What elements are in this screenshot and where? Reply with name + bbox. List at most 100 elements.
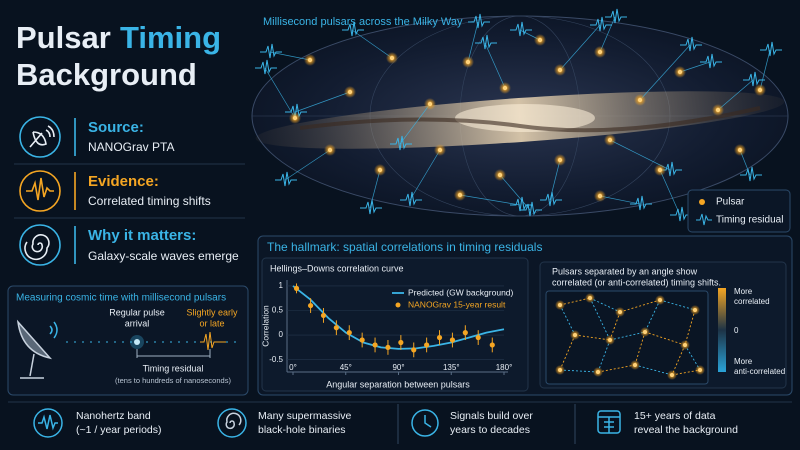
pulsar (596, 370, 600, 374)
title: Background (16, 57, 197, 92)
icon (19, 170, 61, 212)
label: arrival (125, 318, 150, 328)
dish (16, 319, 53, 360)
feature-heading: Source: (88, 119, 144, 136)
pulsar (377, 167, 383, 173)
connector (639, 44, 691, 101)
feature-heading: Evidence: (88, 173, 159, 190)
pulsar (307, 57, 313, 63)
data-point (424, 342, 430, 348)
footer-icons (33, 404, 621, 444)
plot: 1 0.5 0 -0.5 0° 45° 90° 135° 180° Predicted (GW b… (269, 280, 514, 375)
colorbar-label: More (734, 287, 753, 296)
footer-text: Nanohertz band (76, 410, 151, 422)
timing-box (7, 285, 249, 396)
pulsar (698, 368, 702, 372)
icon (217, 408, 247, 438)
data-point (385, 344, 391, 351)
pulsar (715, 107, 721, 113)
correlation-edge (671, 344, 686, 376)
legend-label: Timing residual (716, 215, 783, 226)
legend-label: NANOGrav 15-year result (408, 299, 506, 309)
y-tick-label: 1 (279, 281, 284, 290)
pulsar-network (545, 290, 709, 385)
timing-residual (475, 34, 497, 50)
footer-text: (~1 / year periods) (76, 424, 162, 436)
pulse-train (66, 331, 238, 358)
timing-residual (255, 59, 277, 75)
timing-residual (630, 195, 652, 211)
icon (424, 415, 432, 428)
icon (225, 412, 242, 430)
feature-text: NANOGrav PTA (88, 140, 174, 154)
pulse-glow (130, 335, 144, 349)
timing-residual (590, 16, 612, 32)
connector (467, 21, 479, 63)
icon (29, 125, 55, 148)
dish-stand (29, 353, 35, 377)
label: or late (199, 318, 224, 328)
timing-residual (540, 191, 562, 207)
y-tick-label: -0.5 (269, 355, 283, 364)
panel-title: The hallmark: spatial correlations in ti… (267, 240, 542, 254)
data-point (372, 342, 378, 348)
x-tick-label: 135° (443, 363, 460, 372)
footer-text: Many supermassive (258, 410, 352, 422)
data-point (475, 334, 481, 341)
data-point (333, 325, 339, 331)
correlation-edge (559, 297, 591, 306)
timing-residual (760, 41, 782, 57)
data-point (436, 334, 443, 341)
legend-label: Pulsar (716, 197, 745, 208)
correlation-edge (644, 331, 686, 346)
data-point (449, 337, 456, 343)
curve (292, 285, 505, 350)
connector (264, 67, 296, 119)
network-frame (545, 290, 709, 385)
footer-text: years to decades (450, 424, 530, 436)
icon (26, 177, 54, 201)
x-tick-label: 180° (496, 363, 513, 372)
pulsar (502, 85, 508, 91)
pulsar (457, 192, 463, 198)
icon (33, 408, 63, 438)
timing-residual (740, 166, 762, 182)
pulsar (643, 330, 647, 334)
icon (598, 416, 620, 433)
label: Timing residual (143, 363, 204, 373)
icon (19, 116, 61, 158)
pulsar (633, 363, 637, 367)
pulsar (537, 37, 543, 43)
signal-waves (49, 321, 58, 339)
pulsar (389, 55, 395, 61)
pulsar (618, 310, 622, 314)
pulsar (670, 373, 674, 377)
legend-symbol (696, 213, 712, 226)
icon (19, 224, 61, 266)
connector (559, 24, 601, 71)
icon (24, 234, 50, 261)
legend-box (687, 189, 791, 233)
correlation-edge (589, 297, 621, 313)
colorbar (718, 288, 726, 372)
correlation-edge (609, 331, 646, 341)
timing-residual (360, 199, 382, 215)
data-point (346, 330, 352, 336)
pulsar (658, 298, 662, 302)
data-point (320, 312, 327, 319)
colorbar-label: 0 (734, 326, 739, 335)
colorbar-label: More (734, 357, 753, 366)
pulsar (677, 69, 683, 75)
pulsar (558, 368, 562, 372)
label: Slightly early (186, 307, 238, 317)
legend-symbol (395, 302, 401, 308)
chart-title: Hellings–Downs correlation curve (270, 263, 404, 273)
footer-text: 15+ years of data (634, 410, 716, 422)
data-point (307, 302, 314, 309)
data-point (411, 347, 417, 353)
icon (411, 409, 439, 437)
data-point (398, 339, 404, 346)
connector (659, 169, 681, 216)
timing-residual (468, 13, 490, 29)
